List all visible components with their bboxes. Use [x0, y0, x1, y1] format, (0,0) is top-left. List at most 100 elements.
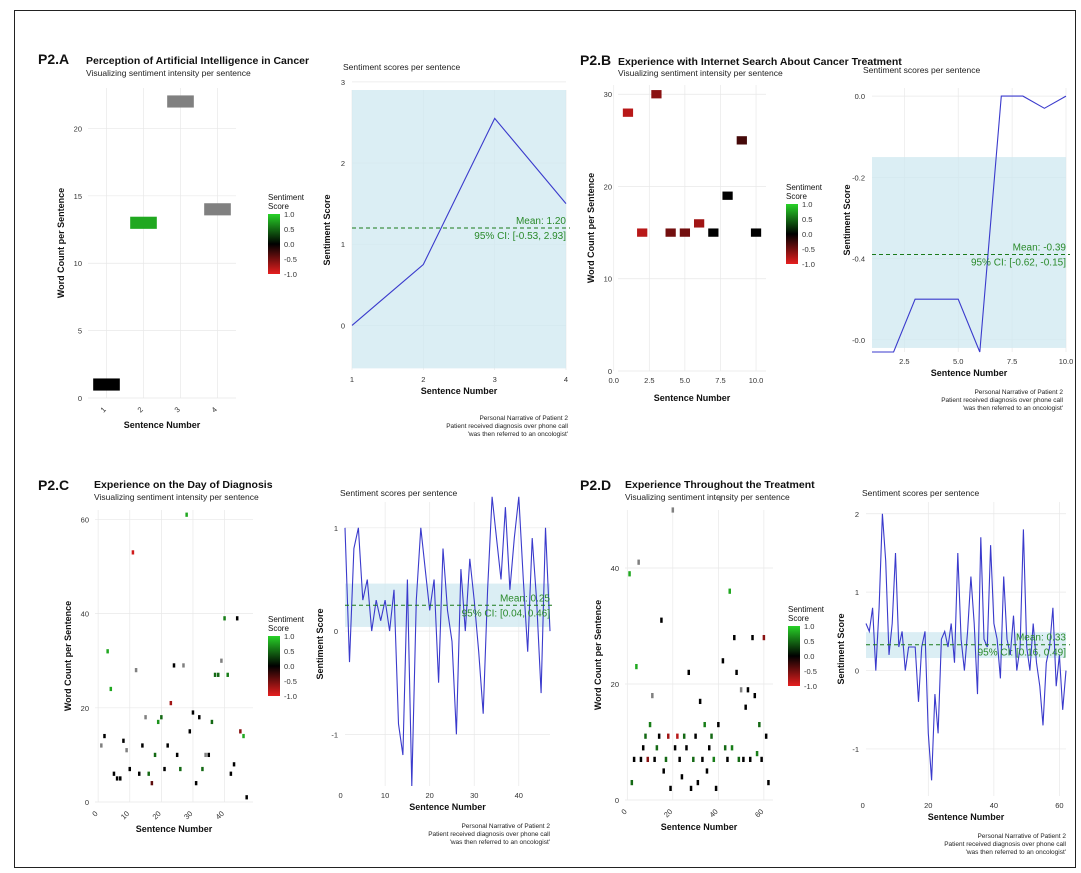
- heat-cell: [637, 559, 640, 565]
- heat-cell: [651, 90, 662, 99]
- heat-cell: [746, 687, 750, 693]
- line-chart-subtitle: Sentiment scores per sentence: [863, 65, 980, 75]
- heat-cell: [758, 721, 761, 728]
- caption-line: Personal Narrative of Patient 2: [461, 823, 550, 830]
- heat-cell: [220, 658, 223, 663]
- heat-cell: [692, 756, 695, 763]
- heat-cell: [705, 768, 709, 774]
- x-tick-label: 30: [182, 809, 194, 821]
- panel-subtitle: Visualizing sentiment intensity per sent…: [625, 492, 790, 502]
- y-axis-title: Sentiment Score: [836, 613, 846, 684]
- heat-cell: [687, 669, 691, 676]
- legend-title: Score: [786, 192, 807, 201]
- heat-cell: [204, 752, 207, 758]
- heat-cell: [182, 663, 185, 668]
- heat-cell: [728, 588, 731, 594]
- heat-cell: [207, 752, 211, 758]
- heat-cell: [655, 745, 659, 751]
- legend-colorbar: [786, 204, 798, 264]
- panel-subtitle: Visualizing sentiment intensity per sent…: [94, 492, 259, 502]
- x-tick-label: 10.0: [1059, 357, 1074, 366]
- panel-title: Experience on the Day of Diagnosis: [94, 479, 273, 491]
- heat-cell: [678, 756, 681, 763]
- heat-cell: [733, 634, 736, 641]
- heat-cell: [755, 750, 759, 757]
- heat-cell: [689, 785, 693, 792]
- heat-cell: [710, 733, 713, 739]
- panel-id: P2.D: [580, 477, 611, 493]
- heat-cell: [160, 715, 163, 720]
- y-tick-label: 2: [855, 510, 859, 519]
- heat-cell: [128, 766, 132, 772]
- y-tick-label: 10: [74, 259, 82, 268]
- y-tick-label: 60: [81, 515, 89, 524]
- x-tick-label: 0: [338, 791, 342, 800]
- heat-cell: [721, 658, 725, 664]
- panel-id: P2.B: [580, 52, 611, 68]
- legend-tick-label: 1.0: [802, 200, 812, 209]
- heat-cell: [671, 507, 675, 513]
- y-tick-label: 20: [74, 124, 82, 133]
- y-tick-label: 20: [81, 704, 89, 713]
- x-tick-label: 20: [151, 809, 163, 821]
- heat-cell: [242, 733, 245, 739]
- panel-title: Experience Throughout the Treatment: [625, 479, 815, 491]
- panel-id: P2.C: [38, 477, 69, 493]
- legend-tick-label: 0.5: [804, 637, 814, 646]
- heat-cell: [667, 733, 670, 739]
- x-tick-label: 4: [564, 375, 568, 384]
- y-axis-title: Sentiment Score: [315, 608, 325, 679]
- y-tick-label: 1: [334, 524, 338, 533]
- heat-cell: [122, 738, 125, 743]
- heat-cell: [696, 779, 700, 786]
- y-tick-label: -0.2: [852, 173, 865, 182]
- heat-cell: [657, 733, 661, 739]
- heat-cell: [641, 745, 645, 751]
- x-tick-label: 10: [119, 809, 131, 821]
- heat-cell: [707, 745, 711, 751]
- y-tick-label: 0.0: [855, 92, 865, 101]
- heat-cell: [762, 634, 766, 641]
- y-tick-label: 0: [85, 798, 89, 807]
- y-axis-title: Word Count per Sentence: [593, 600, 603, 710]
- caption-line: Patient received diagnosis over phone ca…: [944, 841, 1066, 848]
- x-tick-label: 40: [708, 807, 720, 819]
- y-tick-label: 0: [78, 394, 82, 403]
- heat-cell: [172, 663, 176, 668]
- legend-tick-label: -0.5: [284, 255, 297, 264]
- y-axis-title: Sentiment Score: [322, 194, 332, 265]
- y-tick-label: -0.0: [852, 336, 865, 345]
- heat-cell: [665, 228, 676, 237]
- heat-cell: [198, 715, 201, 720]
- heat-cell: [194, 781, 198, 786]
- heat-cell: [669, 785, 672, 792]
- heat-cell: [106, 649, 109, 654]
- x-tick-label: 10: [381, 791, 389, 800]
- heat-cell: [109, 686, 113, 692]
- heat-cell: [679, 228, 691, 237]
- legend-tick-label: -0.5: [284, 677, 297, 686]
- x-axis-title: Sentence Number: [136, 824, 213, 834]
- heat-cell: [232, 762, 236, 767]
- x-tick-label: 40: [990, 801, 998, 810]
- panel-subtitle: Visualizing sentiment intensity per sent…: [86, 68, 251, 78]
- heat-cell: [737, 756, 741, 763]
- legend-title: Score: [788, 614, 809, 623]
- x-axis-title: Sentence Number: [409, 802, 486, 812]
- legend-tick-label: -1.0: [284, 692, 297, 701]
- heat-cell: [644, 733, 647, 739]
- legend-title: Score: [268, 202, 289, 211]
- heat-cell: [722, 191, 733, 200]
- caption-line: Personal Narrative of Patient 2: [974, 389, 1063, 396]
- legend-tick-label: -1.0: [804, 682, 817, 691]
- heat-cell: [646, 756, 650, 763]
- heat-cell: [163, 766, 166, 772]
- x-tick-label: 60: [1055, 801, 1063, 810]
- heat-cell: [637, 228, 648, 237]
- x-tick-label: 20: [924, 801, 932, 810]
- x-axis-title: Sentence Number: [661, 822, 738, 832]
- y-tick-label: 20: [604, 182, 612, 191]
- heat-cell: [156, 719, 160, 725]
- x-tick-label: 1: [99, 405, 108, 414]
- caption-line: Personal Narrative of Patient 2: [977, 833, 1066, 840]
